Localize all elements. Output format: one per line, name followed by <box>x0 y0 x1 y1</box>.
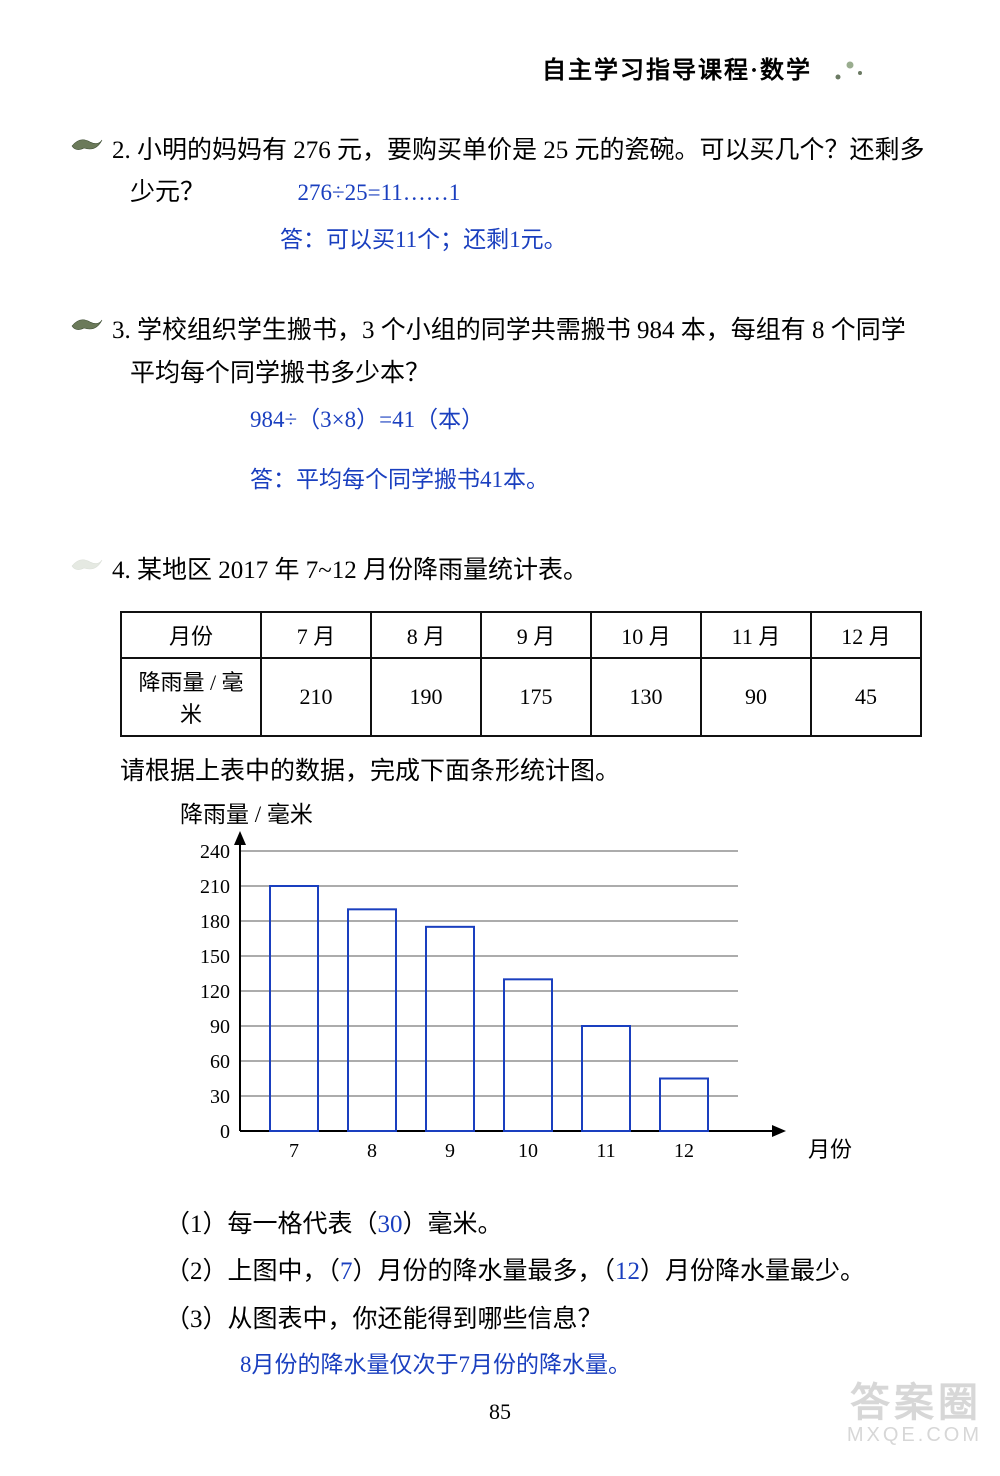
q4-line1: 某地区 2017 年 7~12 月份降雨量统计表。 <box>137 557 588 584</box>
q4-num: 4. <box>112 557 131 584</box>
rainfall-table: 月份 7 月 8 月 9 月 10 月 11 月 12 月 降雨量 / 毫米 2… <box>120 611 922 737</box>
svg-text:12: 12 <box>674 1140 694 1162</box>
header-title: 自主学习指导课程·数学 <box>542 58 812 84</box>
q2-work: 276÷25=11……1 <box>298 180 461 205</box>
svg-text:30: 30 <box>210 1086 230 1108</box>
leaf-icon <box>70 134 104 159</box>
sub-q1: （1）每一格代表（30）毫米。 <box>70 1201 930 1249</box>
table-row: 降雨量 / 毫米 210 190 175 130 90 45 <box>121 658 921 736</box>
table-cell: 10 月 <box>591 612 701 658</box>
q2-a: （2）上图中，（ <box>165 1258 340 1285</box>
sub-q2: （2）上图中，（7）月份的降水量最多，（12）月份降水量最少。 <box>70 1248 930 1296</box>
table-header-unit: 降雨量 / 毫米 <box>121 658 261 736</box>
watermark: 答案圈 MXQE.COM <box>847 1383 982 1447</box>
rainfall-bar-chart: 0 30 60 90 120 150 180 210 240 7 8 9 10 11 12 月份 <box>180 831 860 1171</box>
sub-q3: （3）从图表中，你还能得到哪些信息？ <box>70 1296 930 1344</box>
svg-text:月份: 月份 <box>808 1137 852 1162</box>
leaf-icon <box>70 554 104 579</box>
q1-fill: 30 <box>378 1211 403 1238</box>
problem-2: 2. 小明的妈妈有 276 元，要购买单价是 25 元的瓷碗。可以买几个？还剩多… <box>70 130 930 260</box>
svg-text:120: 120 <box>200 981 230 1003</box>
table-cell: 130 <box>591 658 701 736</box>
svg-text:240: 240 <box>200 841 230 863</box>
table-cell: 90 <box>701 658 811 736</box>
table-cell: 7 月 <box>261 612 371 658</box>
rainfall-table-wrap: 月份 7 月 8 月 9 月 10 月 11 月 12 月 降雨量 / 毫米 2… <box>70 611 930 737</box>
q2-c: ）月份降水量最少。 <box>640 1258 865 1285</box>
table-cell: 190 <box>371 658 481 736</box>
svg-text:180: 180 <box>200 911 230 933</box>
chart-ylabel: 降雨量 / 毫米 <box>70 795 930 829</box>
page-header: 自主学习指导课程·数学 <box>70 50 930 90</box>
problem-4-text: 4. 某地区 2017 年 7~12 月份降雨量统计表。 <box>112 550 930 593</box>
watermark-bottom: MXQE.COM <box>847 1423 982 1447</box>
table-cell: 45 <box>811 658 921 736</box>
page-root: 自主学习指导课程·数学 2. 小明的妈妈有 276 元，要购买单价是 25 元的… <box>0 0 1000 1465</box>
table-cell: 11 月 <box>701 612 811 658</box>
q1-a: （1）每一格代表（ <box>165 1211 378 1238</box>
chart-prompt: 请根据上表中的数据，完成下面条形统计图。 <box>70 751 930 787</box>
q2-line2: 少元？ <box>130 179 205 206</box>
q2-line1: 小明的妈妈有 276 元，要购买单价是 25 元的瓷碗。可以买几个？还剩多 <box>137 137 925 164</box>
problem-4: 4. 某地区 2017 年 7~12 月份降雨量统计表。 月份 7 月 8 月 … <box>70 550 930 1379</box>
watermark-top: 答案圈 <box>847 1383 982 1423</box>
table-header-month: 月份 <box>121 612 261 658</box>
svg-text:0: 0 <box>220 1121 230 1143</box>
q3-work: 984÷（3×8）=41（本） <box>70 399 930 440</box>
table-cell: 9 月 <box>481 612 591 658</box>
q1-b: ）毫米。 <box>403 1211 503 1238</box>
table-cell: 8 月 <box>371 612 481 658</box>
svg-text:150: 150 <box>200 946 230 968</box>
svg-text:11: 11 <box>596 1140 615 1162</box>
q3-num: 3. <box>112 317 131 344</box>
q2-fill2: 12 <box>615 1258 640 1285</box>
chart-wrap: 0 30 60 90 120 150 180 210 240 7 8 9 10 11 12 月份 <box>70 831 930 1171</box>
table-cell: 12 月 <box>811 612 921 658</box>
leaf-icon <box>70 314 104 339</box>
problem-3-text: 3. 学校组织学生搬书，3 个小组的同学共需搬书 984 本，每组有 8 个同学 <box>112 310 930 353</box>
sub-q3-answer: 8月份的降水量仅次于7月份的降水量。 <box>70 1345 930 1379</box>
svg-text:9: 9 <box>445 1140 455 1162</box>
table-cell: 175 <box>481 658 591 736</box>
problem-3: 3. 学校组织学生搬书，3 个小组的同学共需搬书 984 本，每组有 8 个同学… <box>70 310 930 500</box>
q3-answer: 答：平均每个同学搬书41本。 <box>70 459 930 500</box>
svg-text:90: 90 <box>210 1016 230 1038</box>
q2-fill1: 7 <box>340 1258 353 1285</box>
q3-line2: 平均每个同学搬书多少本？ <box>70 353 930 396</box>
page-number: 85 <box>70 1399 930 1425</box>
problem-2-text: 2. 小明的妈妈有 276 元，要购买单价是 25 元的瓷碗。可以买几个？还剩多 <box>112 130 930 173</box>
svg-text:60: 60 <box>210 1051 230 1073</box>
q2-num: 2. <box>112 137 131 164</box>
table-cell: 210 <box>261 658 371 736</box>
q2-answer: 答：可以买11个；还剩1元。 <box>70 219 930 260</box>
header-decoration <box>830 69 870 89</box>
q2-b: ）月份的降水量最多，（ <box>353 1258 616 1285</box>
q3-line1: 学校组织学生搬书，3 个小组的同学共需搬书 984 本，每组有 8 个同学 <box>137 317 906 344</box>
svg-text:10: 10 <box>518 1140 538 1162</box>
svg-text:7: 7 <box>289 1140 299 1162</box>
svg-text:210: 210 <box>200 876 230 898</box>
table-row: 月份 7 月 8 月 9 月 10 月 11 月 12 月 <box>121 612 921 658</box>
svg-text:8: 8 <box>367 1140 377 1162</box>
